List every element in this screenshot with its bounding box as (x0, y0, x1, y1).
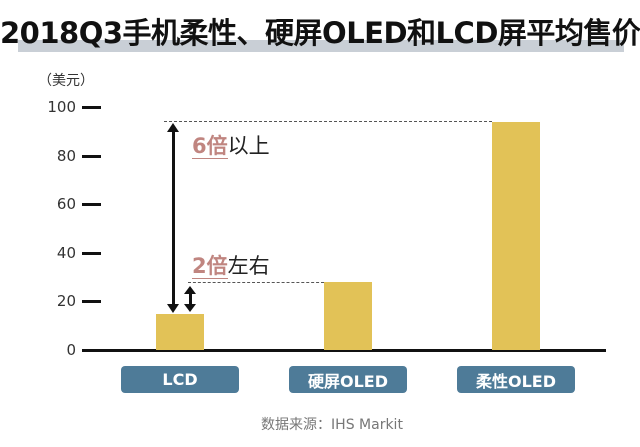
annotation-two-times: 2倍左右 (192, 250, 270, 280)
arrow-up-icon (184, 286, 196, 294)
y-tick-label: 100 (47, 98, 76, 116)
y-tick-label: 80 (56, 147, 76, 165)
data-source: 数据来源：IHS Markit (261, 417, 403, 433)
y-tick-mark (82, 300, 101, 303)
chart-title: 2018Q3手机柔性、硬屏OLED和LCD屏平均售价 (0, 16, 640, 50)
y-tick-label: 0 (66, 341, 76, 359)
y-axis-unit: （美元） (38, 73, 94, 89)
annotation-highlight: 2倍 (192, 254, 228, 279)
annotation-text: 以上 (227, 134, 270, 158)
arrow-up-icon (167, 123, 179, 132)
y-tick-label: 20 (56, 292, 76, 310)
annotation-six-times: 6倍以上 (192, 130, 270, 160)
reference-line-flexible-oled (164, 121, 492, 122)
bar-lcd (156, 314, 204, 350)
bar-rigid-oled (324, 282, 372, 350)
category-label-lcd: LCD (121, 366, 239, 393)
category-label-flexible-oled: 柔性OLED (457, 366, 575, 393)
x-axis-baseline (82, 349, 606, 352)
y-tick-mark (82, 106, 101, 109)
reference-line-rigid-oled (188, 282, 324, 283)
arrow-two-times-line (189, 292, 192, 306)
bar-flexible-oled (492, 122, 540, 350)
arrow-six-times-line (172, 128, 175, 306)
y-tick-mark (82, 155, 101, 158)
y-tick-mark (82, 203, 101, 206)
annotation-highlight: 6倍 (192, 134, 228, 159)
title-underline-band (18, 40, 624, 52)
y-tick-mark (82, 252, 101, 255)
arrow-down-icon (184, 304, 196, 312)
y-tick-label: 60 (56, 195, 76, 213)
category-label-rigid-oled: 硬屏OLED (289, 366, 407, 393)
y-tick-label: 40 (56, 244, 76, 262)
annotation-text: 左右 (227, 254, 270, 278)
arrow-down-icon (167, 304, 179, 313)
